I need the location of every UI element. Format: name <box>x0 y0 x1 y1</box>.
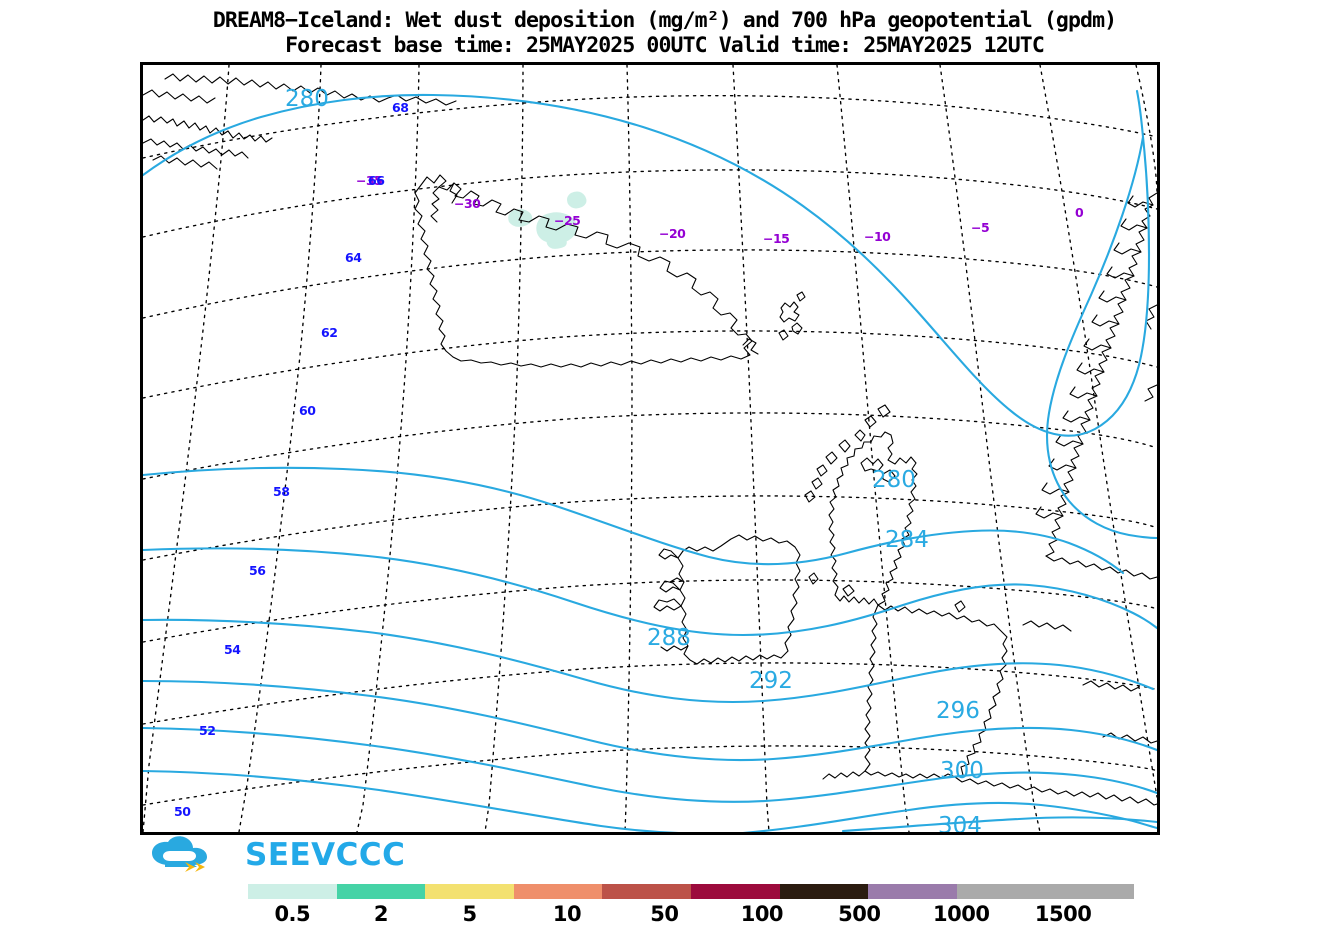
contour-280-east-meander <box>1045 135 1157 540</box>
latitude-graticule <box>143 94 1157 806</box>
coastline-england-wales <box>822 604 1075 797</box>
colorbar-segment-4 <box>513 884 603 899</box>
title-line-times: Forecast base time: 25MAY2025 00UTC Vali… <box>285 33 1045 58</box>
chart-title-block: DREAM8−Iceland: Wet dust deposition (mg/… <box>0 8 1329 58</box>
colorbar-tick-4: 50 <box>650 902 679 926</box>
dust-deposition-shading <box>508 191 587 249</box>
longitude-graticule <box>143 65 1157 832</box>
contour-284 <box>143 547 1157 637</box>
colorbar-segment-2 <box>336 884 426 899</box>
geopotential-contours <box>143 89 1157 832</box>
coastlines <box>143 73 1157 806</box>
coastline-norway <box>1035 192 1157 557</box>
map-canvas: .coast { fill:none; stroke:#000000; stro… <box>143 65 1157 832</box>
colorbar-tick-2: 5 <box>462 902 477 926</box>
contour-300 <box>143 769 679 832</box>
colorbar-segment-6 <box>690 884 780 899</box>
cloud-arrow-icon <box>152 836 207 872</box>
coastline-scotland <box>804 404 918 606</box>
colorbar: 0.5 2 5 10 50 100 500 1000 1500 <box>0 884 1329 926</box>
coastline-iceland <box>414 174 759 368</box>
coastline-small-isles <box>808 572 966 613</box>
colorbar-segment-10 <box>1045 884 1134 899</box>
seevccc-logo: SEEVCCC <box>145 833 445 877</box>
contour-292 <box>143 679 1157 762</box>
colorbar-segment-5 <box>602 884 691 899</box>
coastline-greenland <box>143 73 457 170</box>
colorbar-tick-8: 1500 <box>1034 902 1092 926</box>
colorbar-segment-1 <box>248 884 337 899</box>
colorbar-tick-6: 500 <box>838 902 881 926</box>
colorbar-tick-5: 100 <box>740 902 784 926</box>
colorbar-swatches <box>248 884 1134 899</box>
title-line-variable: DREAM8−Iceland: Wet dust deposition (mg/… <box>212 8 1117 33</box>
coastline-continent <box>1022 555 1157 806</box>
colorbar-segment-8 <box>868 884 957 899</box>
forecast-map[interactable]: .coast { fill:none; stroke:#000000; stro… <box>140 62 1160 835</box>
contour-280-south <box>143 466 1125 575</box>
coastline-faroe-islands <box>778 291 806 341</box>
colorbar-tick-1: 2 <box>373 902 389 926</box>
colorbar-segment-3 <box>425 884 514 899</box>
colorbar-tick-0: 0.5 <box>274 902 311 926</box>
colorbar-segment-7 <box>779 884 869 899</box>
logo-wordmark: SEEVCCC <box>245 836 406 873</box>
colorbar-segment-9 <box>956 884 1046 899</box>
contour-300-east <box>742 801 1157 832</box>
contour-304 <box>841 816 1157 832</box>
contour-296 <box>143 726 1157 803</box>
colorbar-tick-labels: 0.5 2 5 10 50 100 500 1000 1500 <box>248 902 1134 928</box>
colorbar-tick-3: 10 <box>552 902 582 926</box>
colorbar-tick-7: 1000 <box>932 902 990 926</box>
contour-280-north <box>143 89 1151 437</box>
contour-288 <box>143 618 1155 704</box>
coastline-ireland <box>653 534 801 665</box>
